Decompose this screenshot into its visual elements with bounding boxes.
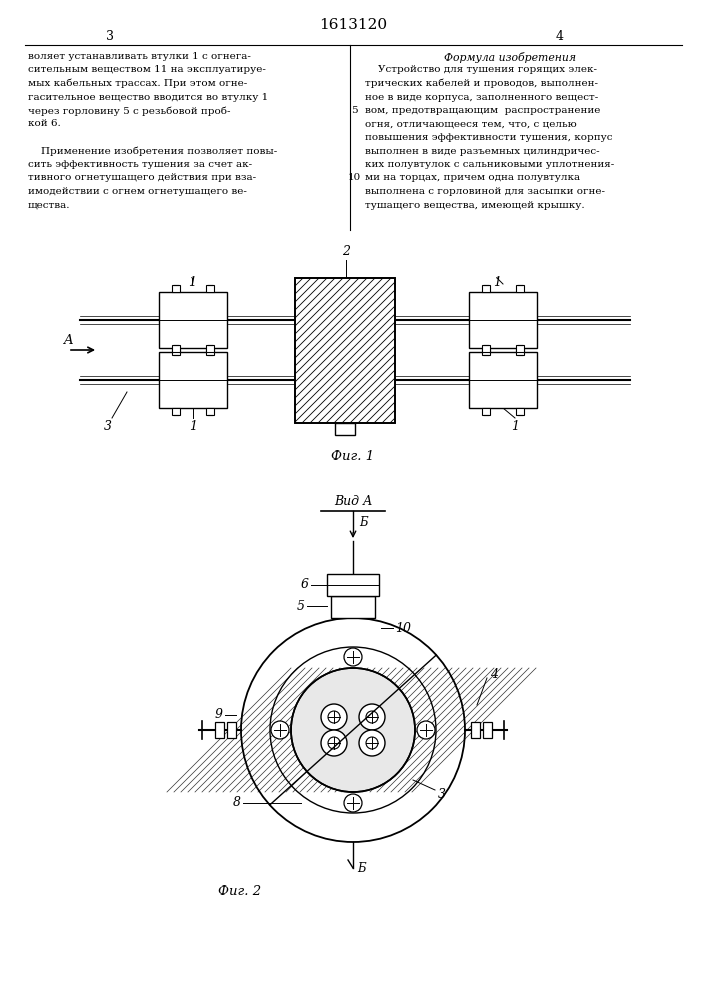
Text: 4: 4: [490, 668, 498, 682]
Bar: [295, 278, 395, 423]
Text: Вид А: Вид А: [334, 495, 373, 508]
Bar: [469, 292, 537, 348]
Text: трических кабелей и проводов, выполнен-: трических кабелей и проводов, выполнен-: [365, 79, 598, 89]
Bar: [469, 352, 537, 408]
Text: воляет устанавливать втулки 1 с огнега-: воляет устанавливать втулки 1 с огнега-: [28, 52, 251, 61]
Circle shape: [321, 730, 347, 756]
Bar: [516, 345, 524, 352]
Circle shape: [417, 721, 435, 739]
Circle shape: [359, 704, 385, 730]
Bar: [215, 722, 224, 738]
Text: 3: 3: [106, 30, 114, 43]
Text: 6: 6: [301, 578, 309, 591]
Bar: [295, 278, 395, 423]
Circle shape: [366, 737, 378, 749]
Bar: [172, 345, 180, 352]
Bar: [159, 352, 227, 408]
Bar: [206, 345, 214, 352]
Text: через горловину 5 с резьбовой проб-: через горловину 5 с резьбовой проб-: [28, 106, 230, 115]
Text: Б: Б: [359, 516, 368, 529]
Text: 1: 1: [189, 420, 197, 433]
Text: Формула изобретения: Формула изобретения: [444, 52, 576, 63]
Text: 3: 3: [438, 788, 446, 802]
Text: 10: 10: [347, 174, 361, 182]
Text: 9: 9: [215, 708, 223, 722]
Bar: [172, 348, 180, 355]
Circle shape: [321, 704, 347, 730]
Text: 3: 3: [104, 420, 112, 433]
Text: гасительное вещество вводится во втулку 1: гасительное вещество вводится во втулку …: [28, 93, 268, 102]
Bar: [482, 285, 490, 292]
Circle shape: [291, 668, 415, 792]
Text: 1: 1: [511, 420, 519, 433]
Text: мых кабельных трассах. При этом огне-: мых кабельных трассах. При этом огне-: [28, 79, 247, 89]
Text: 1613120: 1613120: [319, 18, 387, 32]
Bar: [482, 408, 490, 415]
Text: 1: 1: [493, 276, 501, 289]
Bar: [172, 408, 180, 415]
Circle shape: [328, 711, 340, 723]
Text: щества.: щества.: [28, 200, 71, 210]
Text: 5: 5: [297, 599, 305, 612]
Bar: [295, 278, 395, 423]
Text: A: A: [63, 334, 73, 347]
Text: 10: 10: [395, 621, 411, 635]
Bar: [482, 345, 490, 352]
Text: сительным веществом 11 на эксплуатируе-: сительным веществом 11 на эксплуатируе-: [28, 66, 266, 75]
Text: тушащего вещества, имеющей крышку.: тушащего вещества, имеющей крышку.: [365, 200, 585, 210]
Bar: [471, 722, 480, 738]
Text: повышения эффективности тушения, корпус: повышения эффективности тушения, корпус: [365, 133, 612, 142]
Bar: [516, 348, 524, 355]
Bar: [159, 292, 227, 348]
Bar: [482, 348, 490, 355]
Text: выполнена с горловиной для засыпки огне-: выполнена с горловиной для засыпки огне-: [365, 187, 605, 196]
Text: имодействии с огнем огнетушащего ве-: имодействии с огнем огнетушащего ве-: [28, 187, 247, 196]
Bar: [227, 722, 236, 738]
Text: вом, предотвращающим  распространение: вом, предотвращающим распространение: [365, 106, 600, 115]
Text: Фиг. 2: Фиг. 2: [218, 885, 262, 898]
Bar: [206, 285, 214, 292]
Bar: [483, 722, 492, 738]
Circle shape: [328, 737, 340, 749]
Bar: [172, 285, 180, 292]
Text: Б: Б: [357, 861, 366, 874]
Text: Устройство для тушения горящих элек-: Устройство для тушения горящих элек-: [365, 66, 597, 75]
Text: выполнен в виде разъемных цилиндричес-: выполнен в виде разъемных цилиндричес-: [365, 146, 600, 155]
Text: Применение изобретения позволяет повы-: Применение изобретения позволяет повы-: [28, 146, 277, 156]
Bar: [206, 348, 214, 355]
Text: ми на торцах, причем одна полувтулка: ми на торцах, причем одна полувтулка: [365, 174, 580, 182]
Text: ких полувтулок с сальниковыми уплотнения-: ких полувтулок с сальниковыми уплотнения…: [365, 160, 614, 169]
Circle shape: [344, 794, 362, 812]
Text: ное в виде корпуса, заполненного вещест-: ное в виде корпуса, заполненного вещест-: [365, 93, 598, 102]
Text: тивного огнетушащего действия при вза-: тивного огнетушащего действия при вза-: [28, 174, 256, 182]
Text: 1: 1: [188, 276, 196, 289]
Circle shape: [366, 711, 378, 723]
Circle shape: [344, 648, 362, 666]
Bar: [516, 408, 524, 415]
Text: 4: 4: [556, 30, 564, 43]
Text: Фиг. 1: Фиг. 1: [332, 450, 375, 463]
Circle shape: [271, 721, 289, 739]
Circle shape: [359, 730, 385, 756]
Bar: [327, 574, 379, 596]
Text: 2: 2: [342, 245, 350, 258]
Text: огня, отличающееся тем, что, с целью: огня, отличающееся тем, что, с целью: [365, 119, 577, 128]
Text: кой 6.: кой 6.: [28, 119, 61, 128]
Bar: [335, 423, 355, 435]
Bar: [516, 285, 524, 292]
Bar: [206, 408, 214, 415]
Text: 8: 8: [233, 796, 241, 810]
Text: 5: 5: [351, 106, 357, 115]
Text: сить эффективность тушения за счет ак-: сить эффективность тушения за счет ак-: [28, 160, 252, 169]
Bar: [331, 596, 375, 618]
